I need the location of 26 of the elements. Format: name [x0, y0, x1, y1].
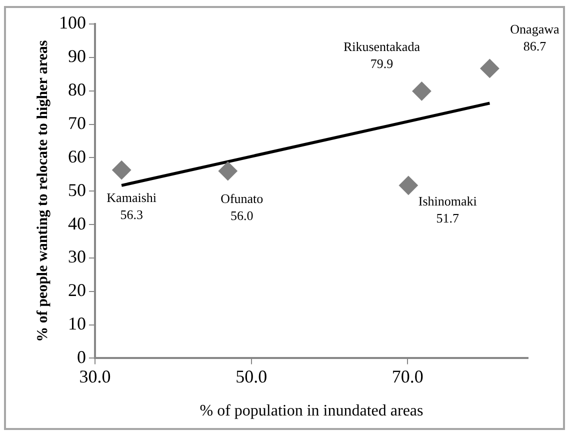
y-tick-label: 70 [68, 112, 86, 133]
x-axis-title: % of population in inundated areas [200, 402, 424, 420]
y-tick-label: 10 [68, 314, 86, 334]
y-tick-label: 60 [68, 146, 86, 166]
point [218, 162, 238, 181]
x-tick-label: 30.0 [79, 366, 111, 387]
annotation: Kamaishi 56.3 [106, 190, 157, 222]
annotation: Rikusentakada 79.9 [343, 39, 420, 72]
point [398, 176, 418, 195]
point [112, 160, 132, 180]
y-tick-label: 80 [68, 80, 86, 100]
y-tick-label: 90 [68, 46, 86, 66]
annotation: Ishinomaki 51.7 [418, 193, 478, 226]
y-tick-label: 40 [68, 213, 86, 234]
x-tick-label: 70.0 [392, 366, 424, 387]
y-axis-title: % of people wanting to relocate to higher areas [34, 40, 51, 342]
point [412, 82, 432, 101]
y-tick-label: 0 [77, 346, 86, 367]
annotation: Onagawa 86.7 [510, 21, 560, 54]
y-tick-label: 50 [68, 180, 86, 200]
y-tick-label: 20 [68, 280, 86, 300]
x-tick-label: 50.0 [236, 366, 268, 387]
point [480, 58, 500, 78]
y-tick-label: 100 [59, 12, 86, 33]
annotation: Ofunato 56.0 [220, 190, 264, 223]
y-tick-label: 30 [68, 246, 86, 267]
